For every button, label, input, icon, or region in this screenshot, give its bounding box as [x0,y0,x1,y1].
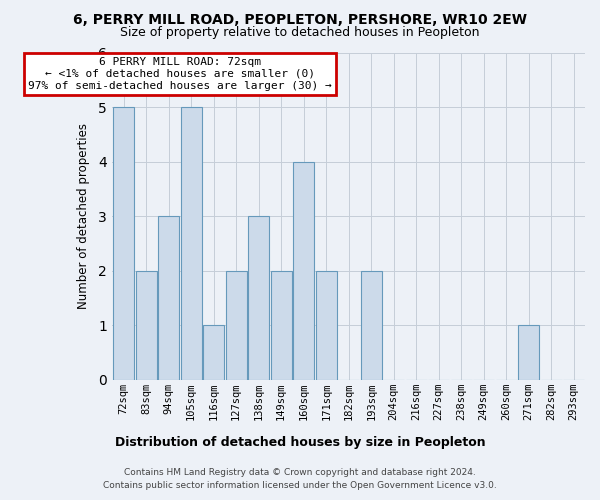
Y-axis label: Number of detached properties: Number of detached properties [77,124,89,310]
Text: Contains HM Land Registry data © Crown copyright and database right 2024.: Contains HM Land Registry data © Crown c… [124,468,476,477]
Bar [203,326,224,380]
Bar [113,108,134,380]
Bar [361,271,382,380]
Text: Contains public sector information licensed under the Open Government Licence v3: Contains public sector information licen… [103,482,497,490]
Bar [271,271,292,380]
Text: Distribution of detached houses by size in Peopleton: Distribution of detached houses by size … [115,436,485,449]
Bar [293,162,314,380]
Text: 6, PERRY MILL ROAD, PEOPLETON, PERSHORE, WR10 2EW: 6, PERRY MILL ROAD, PEOPLETON, PERSHORE,… [73,12,527,26]
Text: Size of property relative to detached houses in Peopleton: Size of property relative to detached ho… [120,26,480,39]
Bar [518,326,539,380]
Bar [136,271,157,380]
Bar [181,108,202,380]
Bar [226,271,247,380]
Bar [158,216,179,380]
Bar [248,216,269,380]
Text: 6 PERRY MILL ROAD: 72sqm
← <1% of detached houses are smaller (0)
97% of semi-de: 6 PERRY MILL ROAD: 72sqm ← <1% of detach… [28,58,332,90]
Bar [316,271,337,380]
